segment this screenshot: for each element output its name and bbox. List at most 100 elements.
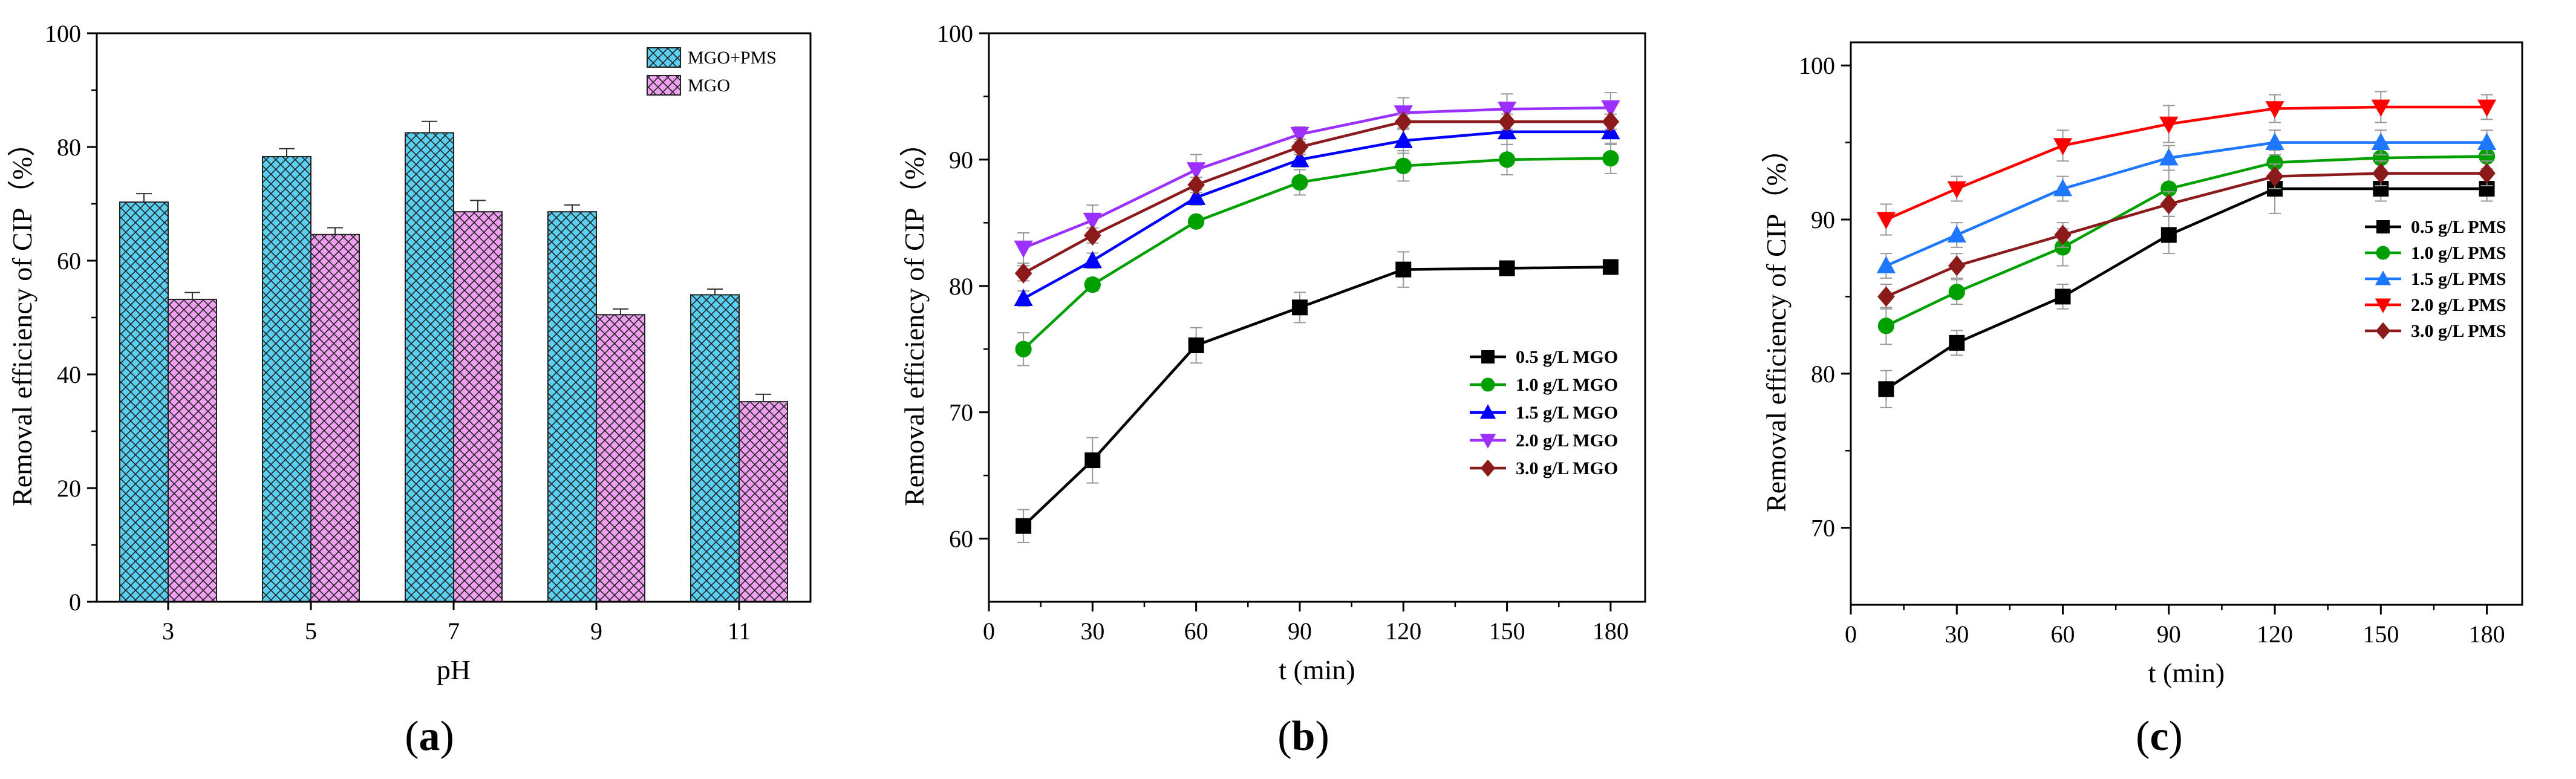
data-point bbox=[1395, 157, 1412, 174]
data-point bbox=[2053, 138, 2073, 155]
panel-label: (c) bbox=[2136, 713, 2183, 760]
bar bbox=[690, 294, 740, 602]
x-tick-label: 120 bbox=[1385, 618, 1421, 645]
legend-item: 3.0 g/L PMS bbox=[2365, 321, 2506, 341]
plot-frame bbox=[988, 32, 1646, 603]
x-tick-label: 0 bbox=[983, 618, 995, 645]
x-tick-label: 150 bbox=[1489, 618, 1525, 645]
data-point bbox=[1291, 299, 1308, 316]
panel-label: (a) bbox=[405, 713, 454, 760]
legend-label: 1.5 g/L MGO bbox=[1516, 403, 1618, 423]
legend-marker bbox=[1479, 434, 1496, 449]
data-point bbox=[1084, 225, 1101, 246]
line-series-4 bbox=[1014, 111, 1620, 284]
data-point bbox=[2372, 149, 2389, 166]
data-point bbox=[1878, 381, 1894, 397]
data-point bbox=[1083, 250, 1102, 269]
data-point bbox=[1394, 131, 1413, 148]
legend-item: 1.5 g/L MGO bbox=[1470, 403, 1618, 423]
x-axis-title: t (min) bbox=[1279, 654, 1355, 685]
legend-marker bbox=[2376, 220, 2390, 233]
data-point bbox=[1187, 174, 1205, 195]
data-point bbox=[2054, 224, 2072, 246]
legend: 0.5 g/L MGO 1.0 g/L MGO 1.5 g/L MGO 2.0 g/L… bbox=[1470, 347, 1618, 478]
data-point bbox=[1602, 259, 1619, 275]
data-point bbox=[2053, 178, 2073, 197]
panel-label-close: ) bbox=[1315, 713, 1329, 760]
data-point bbox=[2371, 99, 2390, 117]
legend-marker bbox=[1481, 350, 1495, 363]
chart-panel-a: 0 20 40 60 80 100 3 5 7 9 11 pH Removal efficiency o… bbox=[7, 20, 812, 760]
legend-marker bbox=[1481, 377, 1495, 392]
x-tick-label: 0 bbox=[1845, 621, 1857, 648]
data-point bbox=[1395, 261, 1412, 278]
legend-item: 0.5 g/L MGO bbox=[1470, 347, 1618, 367]
y-tick-label: 80 bbox=[949, 273, 973, 300]
legend-item: 2.0 g/L MGO bbox=[1470, 431, 1618, 451]
line-series-0 bbox=[1878, 163, 2495, 408]
data-point bbox=[1014, 262, 1032, 284]
panel-label-close: ) bbox=[2169, 713, 2183, 760]
y-tick-label: 100 bbox=[1799, 52, 1835, 79]
legend-swatch bbox=[647, 75, 681, 96]
bar bbox=[739, 401, 788, 602]
chart-panel-b: 60 70 80 90 100 0 30 60 90 120 150 180 t (min) Remova… bbox=[899, 20, 1646, 760]
x-tick-label: 30 bbox=[1945, 621, 1969, 648]
series-line bbox=[1885, 105, 2487, 221]
legend-item: MGO bbox=[647, 75, 730, 96]
bar bbox=[596, 314, 645, 602]
legend-item: 1.0 g/L MGO bbox=[1470, 375, 1618, 395]
bar bbox=[262, 155, 311, 603]
line-series-3 bbox=[1014, 92, 1620, 264]
legend: 0.5 g/L PMS 1.0 g/L PMS 1.5 g/L PMS 2.0 g/L… bbox=[2365, 217, 2506, 341]
data-point bbox=[1497, 101, 1517, 119]
legend-item: 3.0 g/L MGO bbox=[1470, 458, 1618, 478]
bar bbox=[168, 298, 217, 602]
legend-swatch bbox=[647, 47, 681, 68]
panel-label-letter: c bbox=[2150, 713, 2168, 760]
bar bbox=[405, 132, 454, 602]
data-point bbox=[1947, 225, 1966, 243]
data-point bbox=[2160, 227, 2177, 243]
data-point bbox=[1290, 149, 1309, 168]
legend-item: MGO+PMS bbox=[647, 47, 777, 68]
data-point bbox=[1876, 212, 1896, 230]
line-series-3 bbox=[1876, 91, 2497, 236]
data-point bbox=[1877, 286, 1895, 307]
plot-frame bbox=[1850, 41, 2523, 606]
x-axis-title: t (min) bbox=[2148, 657, 2225, 688]
line-series-0 bbox=[1016, 251, 1619, 543]
y-tick-label: 90 bbox=[949, 146, 973, 174]
series-line bbox=[1022, 157, 1611, 350]
y-tick-label: 70 bbox=[1811, 515, 1835, 542]
legend-label: 1.0 g/L PMS bbox=[2411, 243, 2506, 263]
y-tick-label: 60 bbox=[57, 247, 81, 275]
bar bbox=[453, 211, 503, 603]
series-line bbox=[1885, 141, 2487, 267]
y-tick-label: 0 bbox=[69, 588, 81, 616]
y-tick-label: 40 bbox=[57, 361, 81, 388]
y-tick-label: 100 bbox=[937, 20, 973, 47]
legend-label: 0.5 g/L MGO bbox=[1516, 347, 1618, 367]
data-point bbox=[1083, 212, 1102, 230]
data-point bbox=[1291, 174, 1308, 191]
x-tick-label: 9 bbox=[590, 618, 602, 645]
data-point bbox=[1499, 260, 1515, 276]
data-point bbox=[1949, 334, 1965, 351]
data-point bbox=[2265, 101, 2284, 119]
x-tick-label: 120 bbox=[2257, 621, 2293, 648]
x-tick-label: 90 bbox=[1288, 618, 1312, 645]
data-point bbox=[1948, 284, 1965, 301]
data-point bbox=[2477, 132, 2497, 150]
data-point bbox=[2372, 163, 2390, 184]
legend-item: 2.0 g/L PMS bbox=[2365, 295, 2506, 315]
y-axis-title: Removal efficiency of CIP（%） bbox=[1761, 135, 1792, 512]
data-point bbox=[2159, 116, 2179, 134]
data-point bbox=[2265, 132, 2284, 150]
data-point bbox=[2160, 180, 2177, 197]
y-tick-label: 70 bbox=[949, 399, 973, 426]
plot-area bbox=[119, 120, 788, 603]
panel-label-letter: a bbox=[419, 713, 440, 760]
data-point bbox=[1187, 162, 1206, 180]
